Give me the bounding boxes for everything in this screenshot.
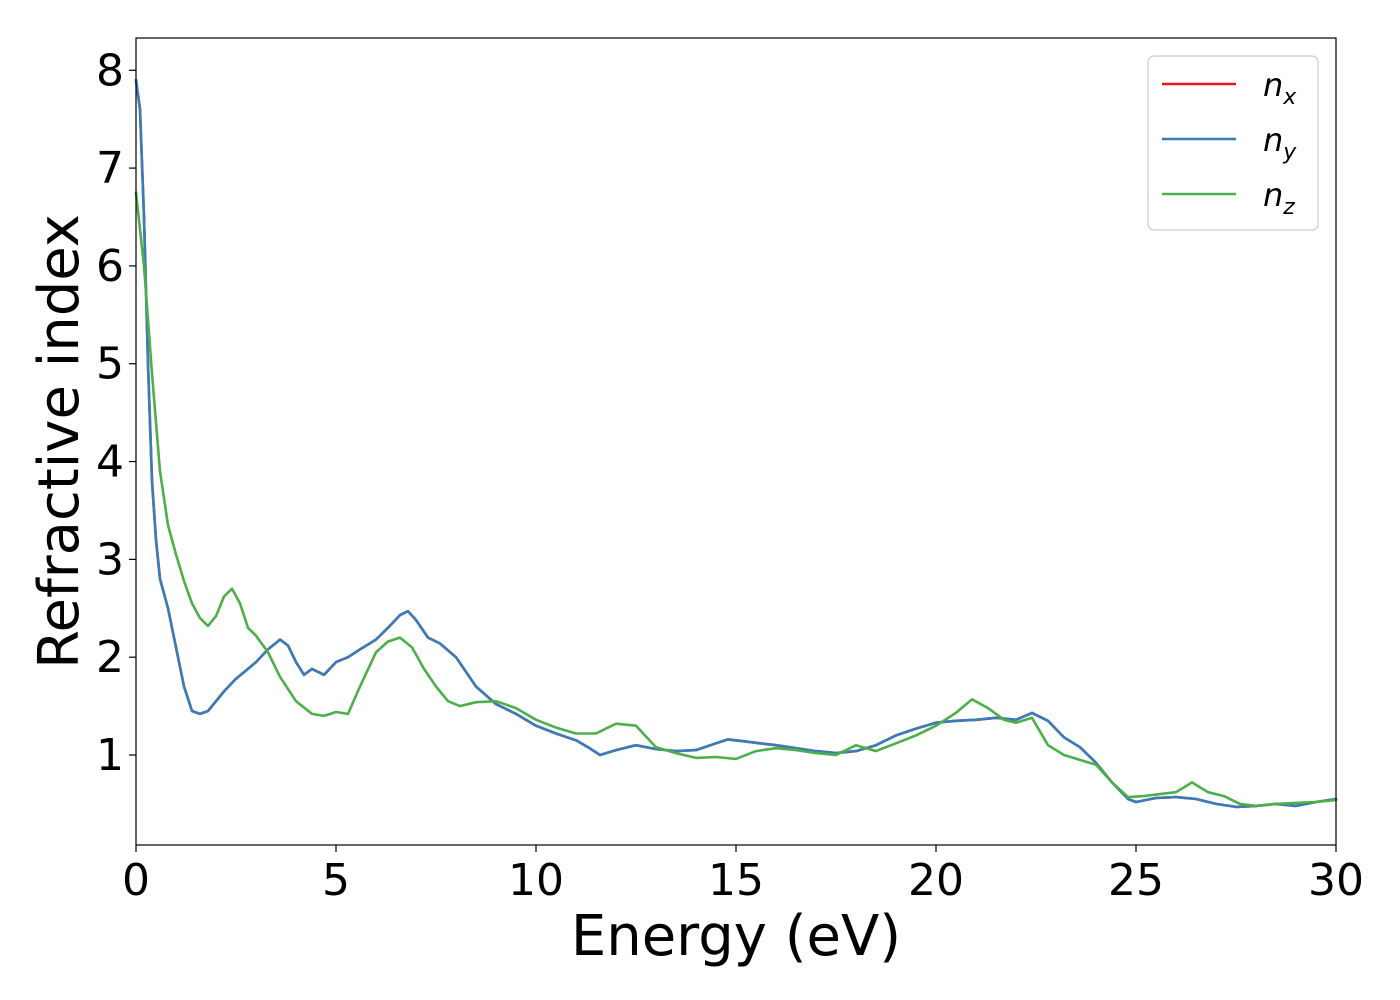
x-tick-label: 5 [322, 855, 350, 906]
y-tick-label: 3 [96, 534, 124, 585]
legend-label-n-z: nz [1263, 176, 1295, 220]
y-axis-title: Refractive index [27, 214, 92, 669]
y-tick-label: 4 [96, 437, 124, 488]
y-tick-label: 2 [96, 632, 124, 683]
x-axis-ticks: 0 5 10 15 20 25 30 [122, 845, 1364, 906]
y-axis-ticks: 1 2 3 4 5 6 7 8 [96, 45, 136, 781]
y-tick-label: 5 [96, 339, 124, 390]
legend: nx ny nz [1147, 55, 1319, 231]
x-tick-label: 15 [708, 855, 764, 906]
x-tick-label: 25 [1108, 855, 1164, 906]
legend-box [1147, 55, 1319, 231]
legend-label-n-x: nx [1263, 66, 1297, 110]
y-tick-label: 1 [96, 730, 124, 781]
x-tick-label: 10 [508, 855, 564, 906]
x-axis-title: Energy (eV) [571, 904, 901, 969]
x-tick-label: 0 [122, 855, 150, 906]
legend-label-n-y: ny [1263, 121, 1297, 165]
series-line-n-y [134, 78, 1338, 809]
series-layer [134, 78, 1338, 809]
x-tick-label: 20 [908, 855, 964, 906]
y-tick-label: 6 [96, 241, 124, 292]
y-tick-label: 7 [96, 143, 124, 194]
x-tick-label: 30 [1308, 855, 1364, 906]
series-line-n-z [134, 191, 1338, 808]
y-tick-label: 8 [96, 45, 124, 96]
